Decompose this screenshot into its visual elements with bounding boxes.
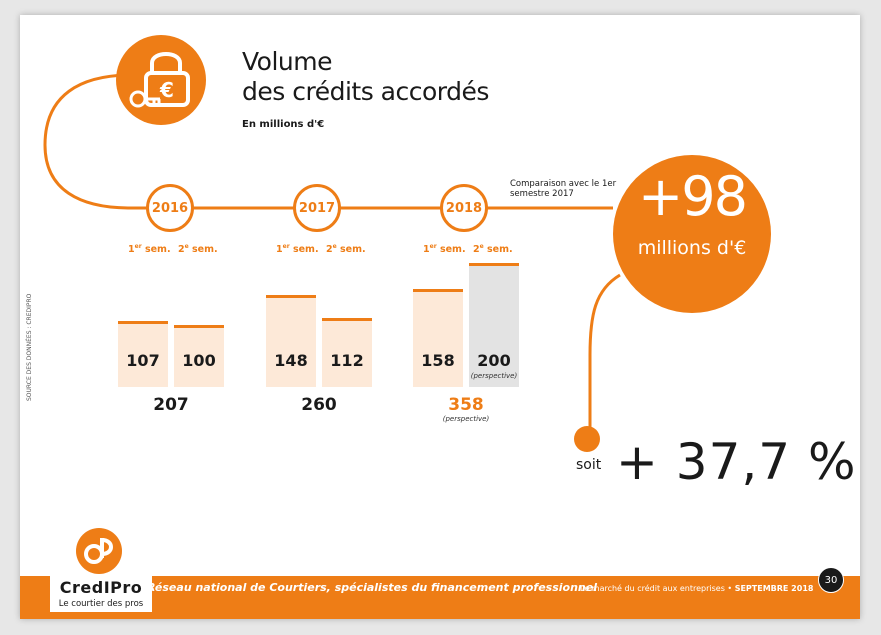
bar-label-2018-s2: 200 bbox=[477, 351, 511, 370]
page: € Volume des crédits accordés En million… bbox=[20, 15, 860, 619]
year-circle-2017: 2017 bbox=[293, 184, 341, 232]
total-2018: 358 bbox=[448, 395, 484, 415]
year-circle-2016: 2016 bbox=[146, 184, 194, 232]
bar-2018-s1 bbox=[413, 289, 463, 387]
highlight-value: +98 bbox=[638, 165, 748, 228]
lock-euro-key-icon: € bbox=[116, 35, 206, 125]
soit-label: soit bbox=[576, 457, 602, 473]
bar-label-2018-s1: 158 bbox=[421, 351, 455, 370]
footer-bar bbox=[20, 576, 860, 619]
logo-name: CredIPro bbox=[59, 578, 143, 597]
chart-subtitle: En millions d'€ bbox=[242, 119, 325, 130]
logo-tagline: Le courtier des pros bbox=[58, 599, 144, 609]
percent-change: + 37,7 % bbox=[616, 433, 857, 491]
footer-tagline: Réseau national de Courtiers, spécialist… bbox=[147, 581, 597, 594]
total-2017: 260 bbox=[301, 395, 337, 415]
connector-line bbox=[588, 273, 621, 433]
total-note-2018: (perspective) bbox=[442, 415, 490, 423]
highlight-circle: +98 millions d'€ bbox=[613, 155, 771, 313]
page-number: 30 bbox=[818, 567, 844, 593]
bar-note-2018-s2: (perspective) bbox=[470, 372, 518, 380]
sem1-label-2016: 1er sem. bbox=[128, 243, 171, 256]
bar-label-2017-s1: 148 bbox=[274, 351, 308, 370]
lock-euro-key-icon-svg: € bbox=[129, 52, 190, 108]
bar-2016-s2 bbox=[174, 325, 224, 387]
footer-document: Le marché du crédit aux entreprises • SE… bbox=[580, 584, 813, 593]
bar-2017-s1 bbox=[266, 295, 316, 387]
bar-label-2016-s2: 100 bbox=[182, 351, 216, 370]
bar-2016-s1 bbox=[118, 320, 168, 387]
connector-dot bbox=[574, 426, 600, 452]
year-circle-2018: 2018 bbox=[440, 184, 488, 232]
bar-label-2016-s1: 107 bbox=[126, 351, 160, 370]
bar-2018-s2 bbox=[469, 263, 519, 387]
title-line-2: des crédits accordés bbox=[242, 77, 489, 106]
sem1-label-2017: 1er sem. bbox=[276, 243, 319, 256]
bar-label-2017-s2: 112 bbox=[330, 351, 364, 370]
timeline-line bbox=[43, 73, 613, 210]
sem1-label-2018: 1er sem. bbox=[423, 243, 466, 256]
svg-text:€: € bbox=[159, 78, 174, 102]
sem2-label-2016: 2e sem. bbox=[178, 243, 218, 256]
bar-2017-s2 bbox=[322, 317, 372, 387]
title-line-1: Volume bbox=[242, 47, 332, 76]
highlight-unit: millions d'€ bbox=[637, 237, 747, 259]
total-2016: 207 bbox=[153, 395, 189, 415]
source-note: SOURCE DES DONNÉES : CREDIPRO bbox=[26, 293, 33, 401]
chart-title: Volume des crédits accordés bbox=[242, 47, 489, 107]
sem2-label-2017: 2e sem. bbox=[326, 243, 366, 256]
logo-mark-icon bbox=[76, 528, 122, 574]
sem2-label-2018: 2e sem. bbox=[473, 243, 513, 256]
logo: CredIPro Le courtier des pros bbox=[50, 520, 152, 612]
footer-date: SEPTEMBRE 2018 bbox=[734, 584, 814, 593]
footer-doc-title: Le marché du crédit aux entreprises • bbox=[580, 584, 733, 593]
comparison-note: Comparaison avec le 1er semestre 2017 bbox=[510, 179, 617, 199]
timeline-decoration bbox=[43, 73, 621, 452]
